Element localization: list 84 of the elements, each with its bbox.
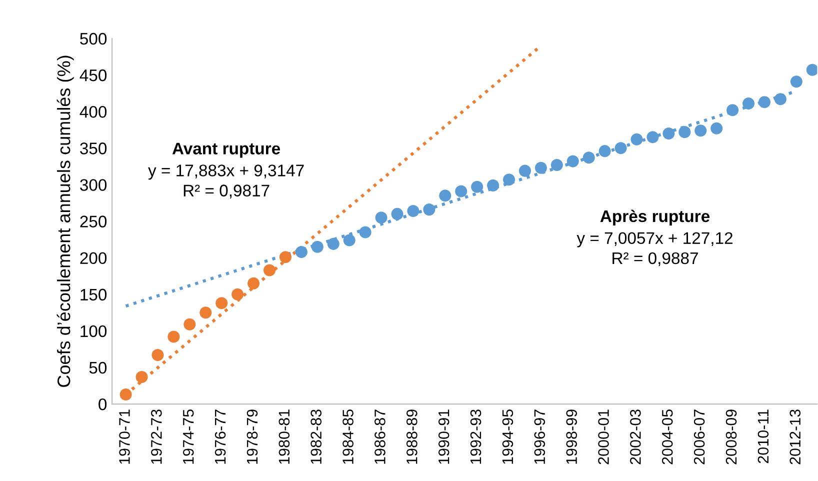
point	[152, 349, 164, 362]
y-tick-label: 500	[80, 32, 107, 45]
point	[295, 246, 308, 258]
point	[614, 142, 627, 154]
point	[120, 388, 132, 401]
point	[391, 208, 404, 220]
point	[184, 318, 196, 330]
point	[136, 370, 148, 384]
point	[375, 212, 388, 224]
point	[216, 297, 228, 310]
annotation: R² = 0,9887	[612, 252, 698, 266]
point	[662, 128, 675, 140]
x-tick-label: 1974-75	[182, 410, 194, 464]
annotation: y = 7,0057x + 127,12	[576, 232, 732, 248]
point	[455, 185, 468, 198]
point	[279, 251, 292, 264]
x-tick-label: 1982-83	[310, 410, 322, 464]
point	[582, 152, 595, 164]
annotation: Après rupture	[600, 210, 710, 226]
y-tick-label: 200	[80, 252, 107, 264]
point	[518, 164, 531, 177]
x-tick-label: 1972-73	[151, 410, 162, 464]
point	[168, 330, 180, 343]
point	[263, 264, 276, 276]
point	[423, 204, 436, 216]
point	[503, 174, 516, 186]
point	[343, 234, 356, 246]
point	[742, 98, 755, 110]
x-tick-label: 2010-11	[758, 410, 769, 464]
x-tick-label: 1992-93	[470, 410, 482, 464]
point	[439, 190, 452, 202]
x-tick-label: 1986-87	[374, 410, 386, 464]
y-tick-label: 300	[80, 179, 107, 191]
x-tick-label: 1988-89	[406, 410, 418, 464]
point	[487, 179, 500, 192]
y-tick-label: 350	[80, 142, 107, 154]
x-tick-label: 1980-81	[278, 410, 290, 464]
x-tick-label: 1976-77	[214, 410, 226, 464]
annotation: Avant rupture	[172, 142, 280, 158]
point	[630, 133, 643, 146]
x-tick-label: 1978-79	[246, 410, 258, 464]
y-axis-title: Coefs d’écoulement annuels cumulés (%)	[56, 56, 74, 387]
y-tick-label: 100	[80, 325, 107, 338]
point	[806, 64, 818, 76]
point	[311, 240, 324, 253]
point	[726, 104, 739, 116]
annotation: R² = 0,9817	[184, 184, 270, 198]
x-tick-label: 1970-71	[119, 410, 130, 464]
x-tick-label: 1994-95	[502, 410, 514, 464]
point	[678, 126, 691, 138]
point	[758, 96, 771, 108]
y-tick-label: 250	[80, 216, 107, 228]
x-tick-label: 1996-97	[534, 410, 546, 464]
annotation: y = 17,883x + 9,3147	[148, 164, 304, 180]
point	[710, 122, 723, 134]
x-tick-label: 1990-91	[438, 410, 450, 464]
y-tick-label: 400	[80, 106, 107, 118]
point	[694, 124, 707, 137]
point	[327, 238, 340, 250]
y-tick-label: 150	[80, 288, 107, 301]
y-tick-label: 0	[98, 398, 107, 410]
x-tick-label: 2006-07	[694, 410, 705, 464]
point	[790, 76, 802, 88]
x-tick-label: 2000-01	[598, 410, 609, 464]
point	[598, 145, 611, 158]
y-tick-label: 50	[89, 362, 107, 374]
x-tick-label: 2002-03	[630, 410, 641, 464]
point	[774, 93, 786, 106]
point	[550, 158, 563, 171]
x-tick-label: 2008-09	[726, 410, 737, 464]
point	[200, 306, 212, 319]
point	[232, 288, 244, 300]
point	[248, 277, 260, 290]
x-tick-label: 2012-13	[790, 410, 801, 464]
x-tick-label: 2004-05	[662, 410, 673, 464]
point	[534, 162, 547, 174]
point	[359, 226, 372, 238]
point	[471, 180, 484, 193]
point	[407, 205, 420, 218]
point	[646, 131, 659, 144]
point	[566, 155, 579, 168]
y-tick-label: 450	[80, 69, 107, 82]
x-tick-label: 1998-99	[566, 410, 577, 464]
x-tick-label: 1984-85	[342, 410, 354, 464]
